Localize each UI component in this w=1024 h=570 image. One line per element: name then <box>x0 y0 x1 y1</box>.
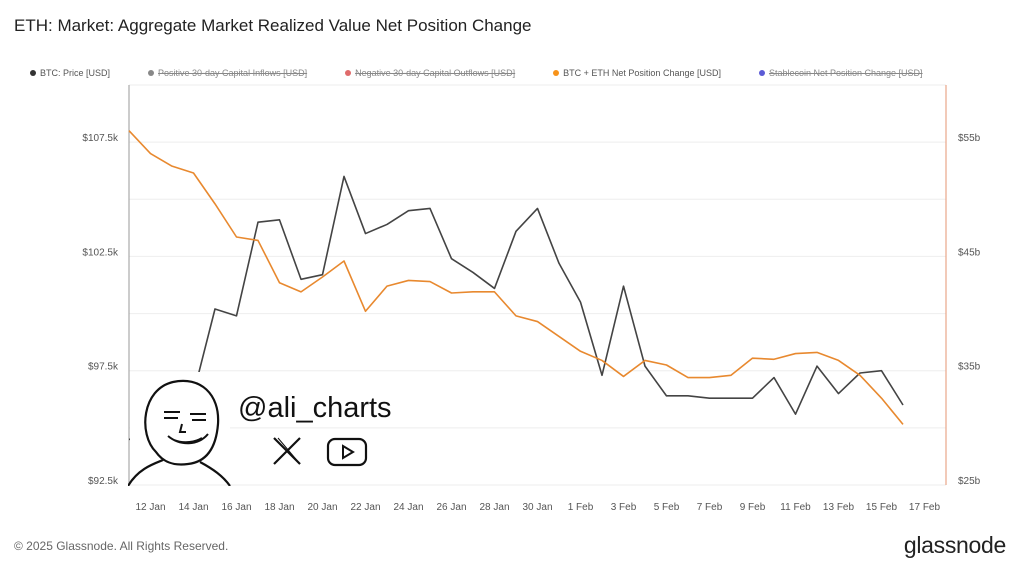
y-left-tick-label: $97.5k <box>88 362 119 373</box>
legend-dot-icon <box>553 70 560 76</box>
y-right-tick-label: $55b <box>958 133 981 144</box>
watermark-face-icon <box>128 379 231 486</box>
legend-label: Negative 30-day Capital Outflows [USD] <box>355 68 516 78</box>
x-tick-label: 12 Jan <box>135 502 165 513</box>
x-logo-icon[interactable] <box>272 436 302 466</box>
legend-label: Stablecoin Net Position Change [USD] <box>768 68 923 78</box>
glassnode-logo: glassnode <box>903 532 1006 558</box>
legend-dot-icon <box>345 70 352 76</box>
x-tick-label: 28 Jan <box>479 502 509 513</box>
legend: BTC: Price [USD] Positive 30-day Capital … <box>30 68 961 78</box>
legend-item[interactable]: Negative 30-day Capital Outflows [USD] <box>345 68 515 78</box>
legend-item[interactable]: BTC: Price [USD] <box>30 68 110 78</box>
legend-dot-icon <box>30 70 36 76</box>
y-left-tick-label: $107.5k <box>82 133 119 144</box>
x-tick-label: 24 Jan <box>393 502 423 513</box>
x-tick-label: 16 Jan <box>221 502 251 513</box>
x-tick-label: 5 Feb <box>654 502 680 513</box>
chart-title: ETH: Market: Aggregate Market Realized V… <box>14 16 532 35</box>
y-left-tick-label: $102.5k <box>82 247 119 258</box>
legend-label: BTC + ETH Net Position Change [USD] <box>563 68 721 78</box>
watermark-handle: @ali_charts <box>238 392 392 424</box>
x-tick-label: 3 Feb <box>611 502 637 513</box>
x-tick-label: 15 Feb <box>866 502 898 513</box>
x-tick-label: 17 Feb <box>909 502 941 513</box>
y-right-tick-label: $35b <box>958 362 981 373</box>
legend-label: BTC: Price [USD] <box>40 68 111 78</box>
x-tick-label: 20 Jan <box>307 502 337 513</box>
x-tick-label: 11 Feb <box>780 502 811 513</box>
copyright: © 2025 Glassnode. All Rights Reserved. <box>14 539 229 553</box>
x-tick-label: 1 Feb <box>568 502 594 513</box>
legend-dot-icon <box>148 70 155 76</box>
x-tick-label: 26 Jan <box>436 502 466 513</box>
x-tick-label: 30 Jan <box>522 502 552 513</box>
legend-item[interactable]: BTC + ETH Net Position Change [USD] <box>553 68 721 78</box>
x-tick-label: 7 Feb <box>697 502 723 513</box>
y-right-tick-label: $45b <box>958 247 981 258</box>
x-tick-label: 14 Jan <box>178 502 208 513</box>
x-tick-label: 13 Feb <box>823 502 855 513</box>
x-tick-label: 22 Jan <box>350 502 380 513</box>
x-tick-label: 9 Feb <box>740 502 766 513</box>
y-left-tick-label: $92.5k <box>88 476 119 487</box>
legend-item[interactable]: Stablecoin Net Position Change [USD] <box>758 68 923 78</box>
youtube-icon[interactable] <box>326 437 368 467</box>
legend-item[interactable]: Positive 30-day Capital Inflows [USD] <box>148 68 307 78</box>
x-tick-label: 18 Jan <box>264 502 294 513</box>
legend-dot-icon <box>758 70 765 76</box>
legend-label: Positive 30-day Capital Inflows [USD] <box>158 68 308 78</box>
y-right-tick-label: $25b <box>958 476 981 487</box>
